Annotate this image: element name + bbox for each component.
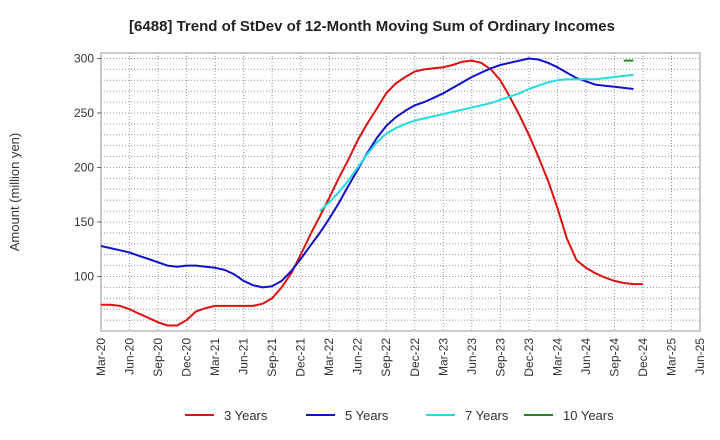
y-tick-label: 250 — [74, 106, 94, 120]
series-line-7-years — [319, 73, 634, 212]
x-tick-label: Sep-24 — [607, 338, 621, 377]
x-tick-label: Dec-21 — [294, 338, 308, 377]
x-tick-label: Mar-21 — [208, 338, 222, 376]
y-axis-label: Amount (million yen) — [7, 133, 22, 252]
x-axis: Mar-20 Jun-20 Sep-20 Dec-20 Mar-21 Jun-21 Sep-… — [94, 338, 707, 377]
legend-label-3-years: 3 Years — [224, 408, 268, 423]
x-tick-label: Jun-25 — [693, 338, 707, 375]
x-tick-label: Jun-24 — [579, 338, 593, 375]
x-tick-label: Dec-23 — [522, 338, 536, 377]
y-axis: 100 150 200 250 300 — [74, 51, 101, 283]
x-tick-label: Mar-25 — [664, 338, 678, 376]
x-tick-label: Mar-20 — [94, 338, 108, 376]
legend-label-10-years: 10 Years — [563, 408, 614, 423]
x-tick-label: Jun-22 — [351, 338, 365, 375]
x-tick-label: Mar-24 — [550, 338, 564, 376]
x-tick-label: Sep-21 — [265, 338, 279, 377]
x-tick-label: Sep-22 — [379, 338, 393, 377]
y-tick-label: 200 — [74, 160, 94, 174]
x-tick-label: Mar-23 — [436, 338, 450, 376]
x-tick-label: Dec-24 — [636, 338, 650, 377]
chart-title: [6488] Trend of StDev of 12-Month Moving… — [129, 18, 615, 35]
x-tick-label: Mar-22 — [322, 338, 336, 376]
series-line-3-years — [101, 59, 643, 327]
x-tick-label: Dec-20 — [180, 338, 194, 377]
x-tick-label: Sep-20 — [151, 338, 165, 377]
y-tick-label: 300 — [74, 51, 94, 65]
plot-area — [100, 52, 701, 332]
x-tick-label: Jun-23 — [465, 338, 479, 375]
y-tick-label: 150 — [74, 215, 94, 229]
x-tick-label: Jun-20 — [123, 338, 137, 375]
legend-label-7-years: 7 Years — [465, 408, 509, 423]
x-tick-label: Dec-22 — [408, 338, 422, 377]
legend-label-5-years: 5 Years — [345, 408, 389, 423]
x-tick-label: Sep-23 — [493, 338, 507, 377]
y-tick-label: 100 — [74, 269, 94, 283]
x-tick-label: Jun-21 — [237, 338, 251, 375]
series-group — [100, 57, 643, 327]
legend: 3 Years 5 Years 7 Years 10 Years — [185, 408, 614, 423]
